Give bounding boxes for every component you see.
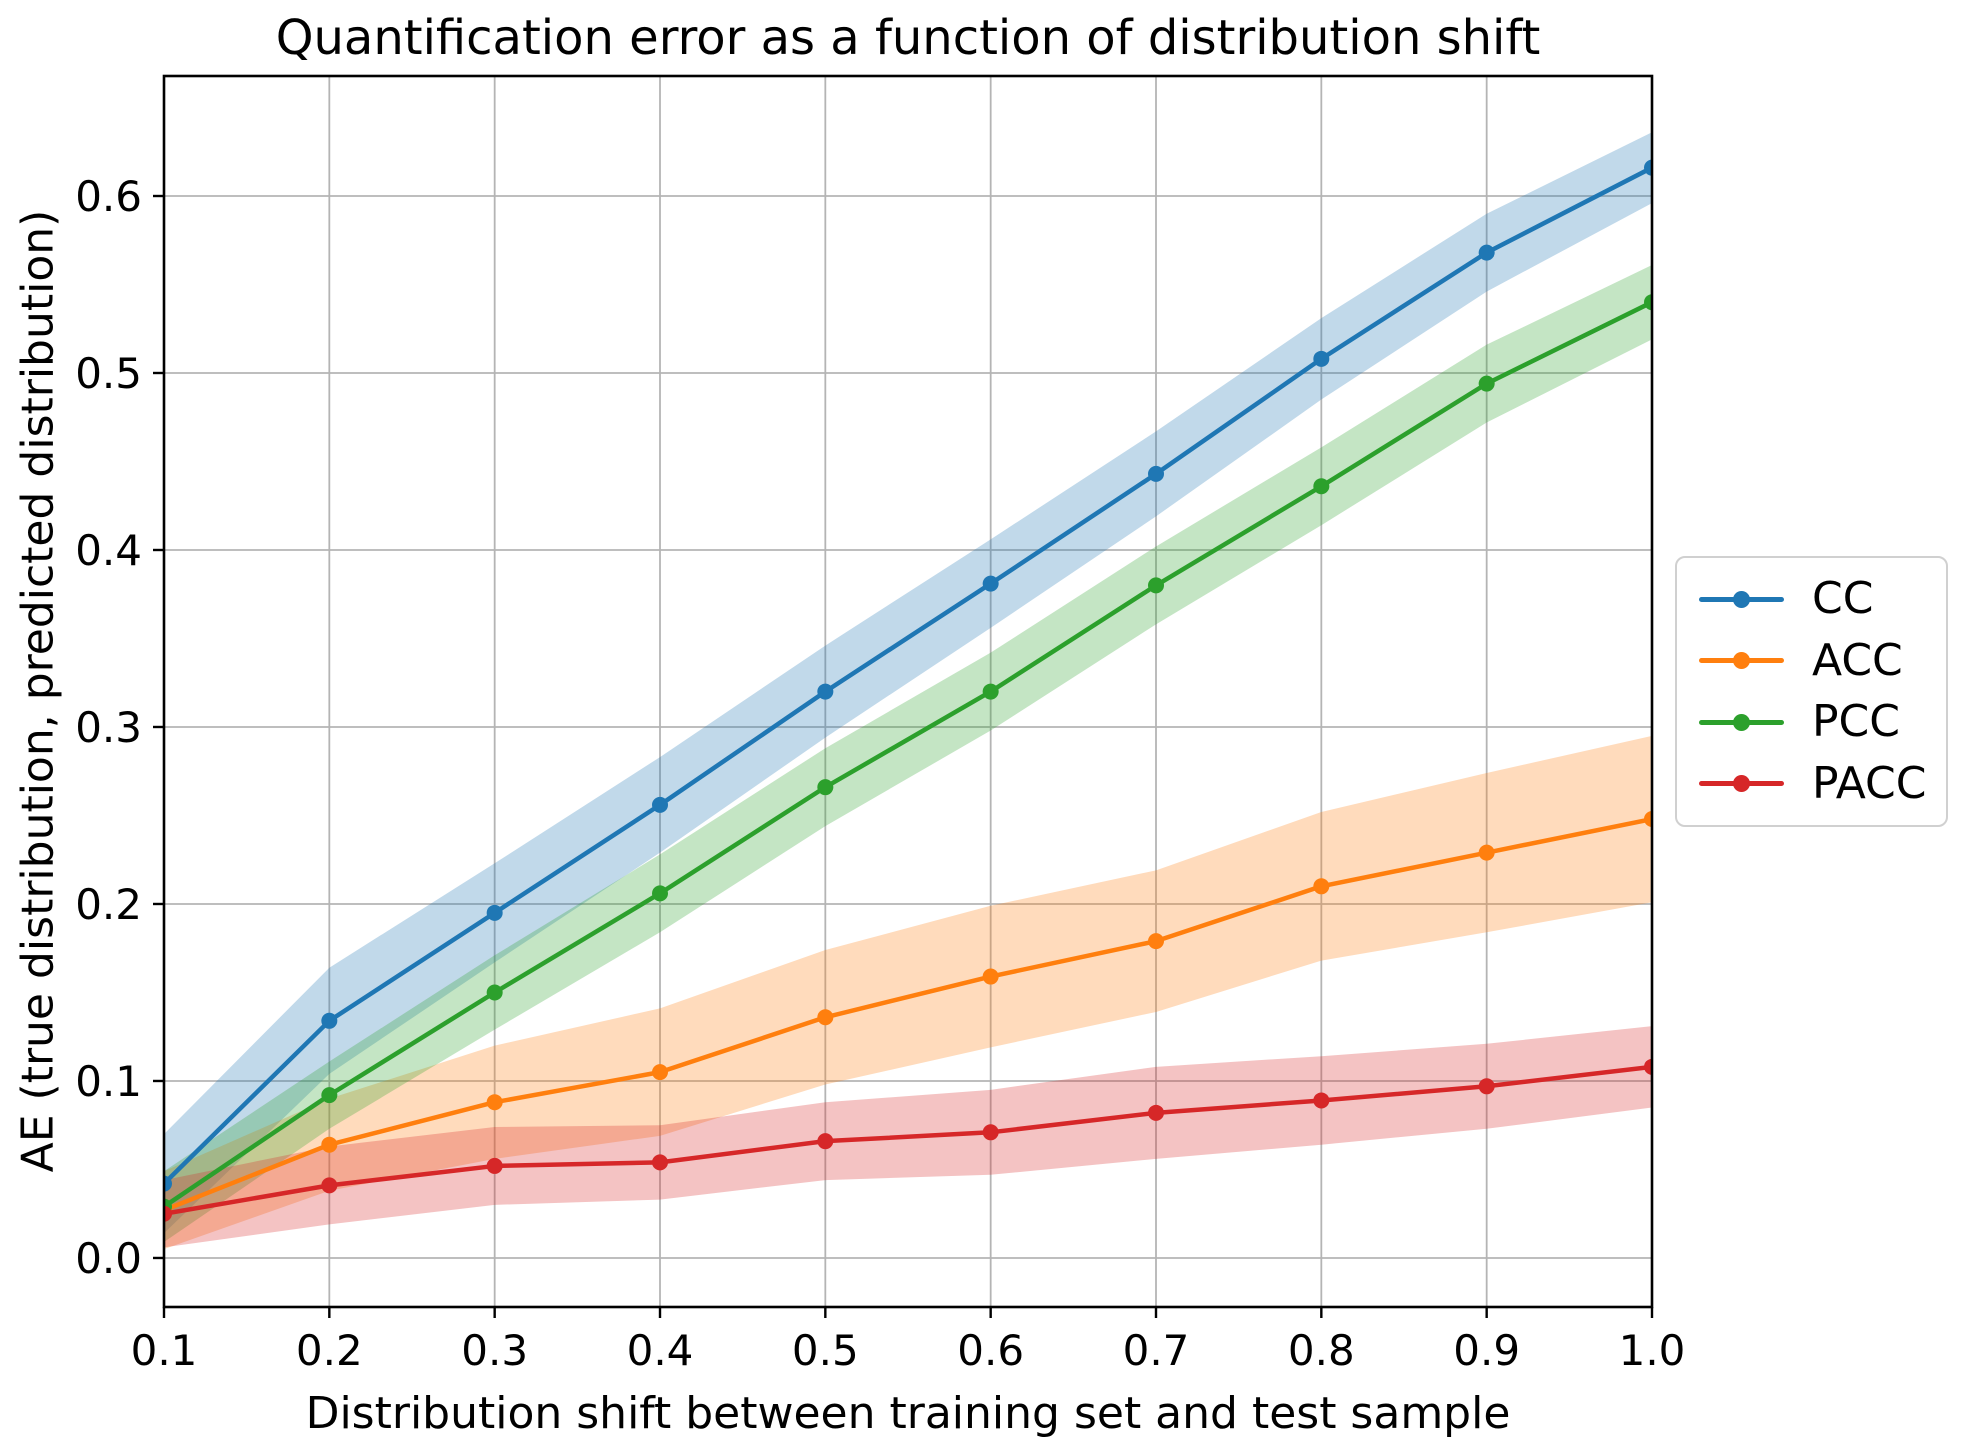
tick-label-y-0.1: 0.1 (75, 1057, 142, 1106)
marker-PCC-1.0 (1644, 294, 1652, 311)
tick-label-x-0.7: 0.7 (1123, 1326, 1190, 1375)
series-group (164, 132, 1652, 1250)
legend-marker-icon (1733, 590, 1750, 608)
marker-CC-0.5 (817, 683, 834, 700)
tick-label-x-0.4: 0.4 (627, 1326, 694, 1375)
marker-PACC-0.2 (321, 1177, 338, 1194)
marker-CC-0.4 (652, 796, 668, 813)
marker-ACC-0.6 (982, 968, 999, 985)
marker-CC-0.9 (1478, 244, 1495, 261)
legend-line-sample-ACC (1699, 652, 1784, 670)
line-ACC (164, 816, 1652, 1213)
legend-line-sample-PACC (1699, 775, 1784, 793)
marker-ACC-0.5 (817, 1009, 834, 1026)
marker-CC-0.2 (321, 1012, 338, 1029)
tick-label-y-0.4: 0.4 (75, 526, 142, 575)
marker-ACC-1.0 (1644, 811, 1652, 828)
marker-PACC-0.1 (164, 1205, 172, 1222)
tick-label-y-0.3: 0.3 (75, 703, 142, 752)
marker-PCC-0.5 (817, 779, 834, 796)
legend-label-PCC: PCC (1812, 696, 1900, 748)
marker-PACC-0.6 (982, 1124, 999, 1141)
marker-CC-1.0 (1644, 159, 1652, 176)
legend-item-PACC: PACC (1677, 756, 1946, 812)
marker-CC-0.6 (982, 575, 999, 592)
legend-label-ACC: ACC (1812, 634, 1903, 686)
marker-PCC-0.4 (652, 885, 668, 902)
line-PACC (164, 1064, 1652, 1216)
tick-label-x-0.9: 0.9 (1453, 1326, 1520, 1375)
legend: CC ACC PCC PACC (1675, 556, 1948, 827)
tick-label-y-0.6: 0.6 (75, 172, 142, 221)
legend-label-CC: CC (1812, 573, 1874, 625)
marker-ACC-0.7 (1148, 933, 1164, 950)
marker-PCC-0.9 (1478, 375, 1495, 392)
tick-label-x-1.0: 1.0 (1619, 1326, 1686, 1375)
line-CC (164, 165, 1652, 1186)
marker-ACC-0.4 (652, 1064, 668, 1081)
tick-label-x-0.8: 0.8 (1288, 1326, 1355, 1375)
tick-label-y-0.0: 0.0 (75, 1234, 142, 1283)
marker-ACC-0.2 (321, 1136, 338, 1153)
legend-label-PACC: PACC (1812, 757, 1927, 809)
tick-label-x-0.6: 0.6 (957, 1326, 1024, 1375)
marker-CC-0.7 (1148, 465, 1164, 482)
tick-label-x-0.3: 0.3 (461, 1326, 528, 1375)
marker-PACC-0.4 (652, 1154, 668, 1171)
marker-CC-0.8 (1313, 350, 1330, 367)
tick-label-x-0.1: 0.1 (131, 1326, 198, 1375)
marker-PCC-0.6 (982, 683, 999, 700)
tick-label-y-0.5: 0.5 (75, 349, 142, 398)
legend-marker-icon (1733, 713, 1750, 731)
marker-PCC-0.3 (486, 984, 503, 1001)
marker-ACC-0.8 (1313, 878, 1330, 895)
legend-item-PCC: PCC (1677, 694, 1946, 750)
marker-PACC-0.9 (1478, 1078, 1495, 1095)
legend-marker-icon (1733, 652, 1750, 670)
line-PCC (164, 299, 1652, 1209)
ticks: 0.1 0.2 0.3 0.4 0.5 0.6 0.7 0.8 0.9 1.0 0.0 0.1 0.2 0… (75, 172, 1685, 1375)
legend-line-sample-PCC (1699, 713, 1784, 731)
legend-item-CC: CC (1677, 571, 1946, 627)
tick-label-x-0.2: 0.2 (296, 1326, 363, 1375)
chart-title: Quantification error as a function of di… (275, 10, 1541, 66)
marker-CC-0.1 (164, 1175, 172, 1192)
marker-PCC-0.7 (1148, 577, 1164, 594)
axes-spines (162, 74, 1654, 1309)
band-CC (164, 132, 1652, 1234)
marker-PACC-0.8 (1313, 1092, 1330, 1109)
marker-PCC-0.8 (1313, 478, 1330, 495)
marker-PCC-0.2 (321, 1087, 338, 1104)
marker-ACC-0.9 (1478, 844, 1495, 861)
marker-PACC-0.7 (1148, 1104, 1164, 1121)
tick-label-y-0.2: 0.2 (75, 880, 142, 929)
marker-CC-0.3 (486, 904, 503, 921)
legend-marker-icon (1733, 775, 1750, 793)
tick-label-x-0.5: 0.5 (792, 1326, 859, 1375)
legend-line-sample-CC (1699, 590, 1784, 608)
band-ACC (164, 735, 1652, 1250)
marker-ACC-0.3 (486, 1094, 503, 1111)
marker-PACC-0.3 (486, 1157, 503, 1174)
legend-item-ACC: ACC (1677, 633, 1946, 689)
marker-PACC-0.5 (817, 1133, 834, 1150)
marker-PACC-1.0 (1644, 1058, 1652, 1075)
x-axis-label: Distribution shift between training set … (305, 1388, 1511, 1439)
